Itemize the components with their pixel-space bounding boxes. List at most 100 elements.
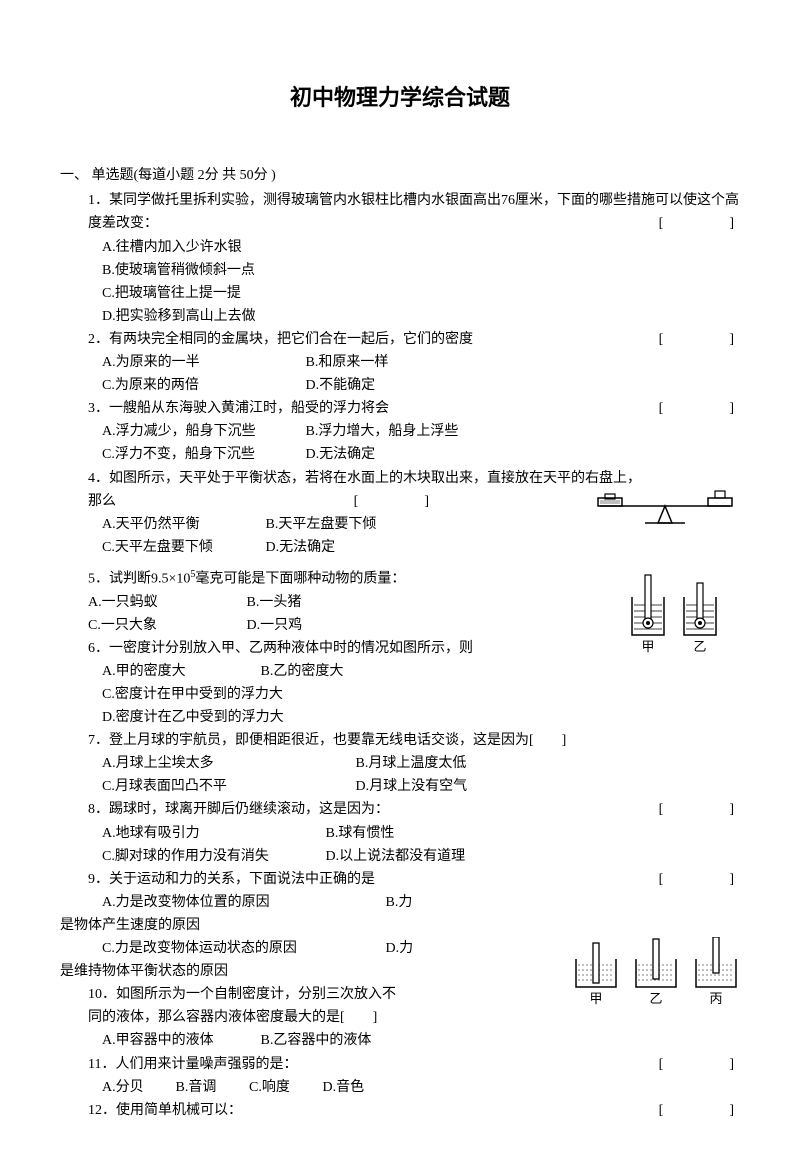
q10-content2: 同的液体，那么容器内液体密度最大的是[ ] — [88, 1010, 377, 1025]
q11-opt-a: A.分贝 — [102, 1076, 172, 1099]
answer-bracket: [ ] — [659, 212, 740, 235]
question-11: 11．人们用来计量噪声强弱的是： [ ] A.分贝 B.音调 C.响度 D.音色 — [60, 1053, 740, 1099]
q9-opt-a: A.力是改变物体位置的原因 — [102, 891, 382, 914]
q3-opt-d: D.无法确定 — [306, 443, 376, 466]
q1-number: 1． — [88, 193, 109, 208]
question-10: 10．如图所示为一个自制密度计，分别三次放入不 同的液体，那么容器内液体密度最大… — [60, 983, 740, 1052]
q4-opt-d: D.无法确定 — [266, 536, 336, 559]
question-4: 4．如图所示，天平处于平衡状态，若将在水面上的木块取出来，直接放在天平的右盘上，… — [60, 467, 740, 559]
q7-opt-b: B.月球上温度太低 — [356, 752, 467, 775]
q5-opt-b: B.一头猪 — [247, 591, 302, 614]
q2-content: 有两块完全相同的金属块，把它们合在一起后，它们的密度 — [109, 332, 473, 347]
page-title: 初中物理力学综合试题 — [60, 80, 740, 116]
q5-opt-d: D.一只鸡 — [247, 614, 303, 637]
q5-opt-c: C.一只大象 — [88, 614, 243, 637]
section-text: 单选题(每道小题 2分 共 50分 ) — [92, 168, 276, 183]
answer-bracket: [ ] — [659, 397, 740, 420]
q1-opt-d: D.把实验移到高山上去做 — [88, 305, 740, 328]
section-header: 一、 单选题(每道小题 2分 共 50分 ) — [60, 164, 740, 187]
q11-opt-b: B.音调 — [176, 1076, 246, 1099]
q1-opt-a: A.往槽内加入少许水银 — [88, 236, 740, 259]
q2-opt-d: D.不能确定 — [306, 374, 376, 397]
question-2: 2．有两块完全相同的金属块，把它们合在一起后，它们的密度 [ ] A.为原来的一… — [60, 328, 740, 397]
q8-number: 8． — [88, 802, 109, 817]
q5-opt-a: A.一只蚂蚁 — [88, 591, 243, 614]
q3-opt-a: A.浮力减少，船身下沉些 — [102, 420, 302, 443]
answer-bracket: [ ] — [659, 1053, 740, 1076]
q6-opt-b: B.乙的密度大 — [261, 660, 344, 683]
q11-opt-c: C.响度 — [249, 1076, 319, 1099]
q4-number: 4． — [88, 471, 109, 486]
q11-number: 11． — [88, 1057, 115, 1072]
q10-content1: 如图所示为一个自制密度计，分别三次放入不 — [116, 987, 396, 1002]
q4-content1: 如图所示，天平处于平衡状态，若将在水面上的木块取出来，直接放在天平的右盘上， — [109, 471, 641, 486]
question-6: 6．一密度计分别放入甲、乙两种液体中时的情况如图所示，则 A.甲的密度大 B.乙… — [60, 637, 740, 729]
q12-content: 使用简单机械可以： — [116, 1103, 242, 1118]
q1-content: 某同学做托里拆利实验，测得玻璃管内水银柱比槽内水银面高出76厘米，下面的哪些措施… — [88, 193, 739, 231]
q10-opt-b: B.乙容器中的液体 — [261, 1029, 372, 1052]
q1-opt-b: B.使玻璃管稍微倾斜一点 — [88, 259, 740, 282]
q3-text: 3．一艘船从东海驶入黄浦江时，船受的浮力将会 [ ] — [88, 397, 740, 420]
answer-bracket: [ ] — [659, 868, 740, 891]
q8-text: 8．踢球时，球离开脚后仍继续滚动，这是因为： [ ] — [88, 798, 740, 821]
q10-text1: 10．如图所示为一个自制密度计，分别三次放入不 — [88, 983, 740, 1006]
q6-content: 一密度计分别放入甲、乙两种液体中时的情况如图所示，则 — [109, 641, 473, 656]
q4-text-line1: 4．如图所示，天平处于平衡状态，若将在水面上的木块取出来，直接放在天平的右盘上， — [88, 467, 740, 490]
q9-content: 关于运动和力的关系，下面说法中正确的是 — [109, 872, 375, 887]
question-12: 12．使用简单机械可以： [ ] — [60, 1099, 740, 1122]
question-7: 7．登上月球的宇航员，即便相距很近，也要靠无线电话交谈，这是因为[ ] A.月球… — [60, 729, 740, 798]
q9-opt-c: C.力是改变物体运动状态的原因 — [102, 937, 382, 960]
q7-text: 7．登上月球的宇航员，即便相距很近，也要靠无线电话交谈，这是因为[ ] — [88, 729, 740, 752]
q8-opt-b: B.球有惯性 — [326, 822, 395, 845]
q7-opt-d: D.月球上没有空气 — [356, 775, 468, 798]
q3-opt-c: C.浮力不变，船身下沉些 — [102, 443, 302, 466]
answer-bracket: [ ] — [354, 490, 435, 513]
q4-opt-a: A.天平仍然平衡 — [102, 513, 262, 536]
q9-number: 9． — [88, 872, 109, 887]
q1-text: 1．某同学做托里拆利实验，测得玻璃管内水银柱比槽内水银面高出76厘米，下面的哪些… — [88, 189, 740, 235]
q9-opt-d: D.力 — [386, 937, 414, 960]
answer-bracket: [ ] — [659, 328, 740, 351]
q8-opt-a: A.地球有吸引力 — [102, 822, 322, 845]
q6-text: 6．一密度计分别放入甲、乙两种液体中时的情况如图所示，则 — [88, 637, 740, 660]
question-1: 1．某同学做托里拆利实验，测得玻璃管内水银柱比槽内水银面高出76厘米，下面的哪些… — [60, 189, 740, 328]
q11-text: 11．人们用来计量噪声强弱的是： [ ] — [88, 1053, 740, 1076]
q11-content: 人们用来计量噪声强弱的是： — [115, 1057, 297, 1072]
q3-content: 一艘船从东海驶入黄浦江时，船受的浮力将会 — [109, 401, 389, 416]
q6-opt-a: A.甲的密度大 — [102, 660, 257, 683]
q3-opt-b: B.浮力增大，船身上浮些 — [306, 420, 459, 443]
q8-opt-c: C.脚对球的作用力没有消失 — [102, 845, 322, 868]
q8-opt-d: D.以上说法都没有道理 — [326, 845, 466, 868]
q5-number: 5． — [88, 572, 109, 587]
question-3: 3．一艘船从东海驶入黄浦江时，船受的浮力将会 [ ] A.浮力减少，船身下沉些 … — [60, 397, 740, 466]
question-9: 9．关于运动和力的关系，下面说法中正确的是 [ ] A.力是改变物体位置的原因 … — [60, 868, 740, 914]
q2-number: 2． — [88, 332, 109, 347]
answer-bracket: [ ] — [659, 798, 740, 821]
q12-text: 12．使用简单机械可以： [ ] — [88, 1099, 740, 1122]
q10-text2: 同的液体，那么容器内液体密度最大的是[ ] — [88, 1006, 740, 1029]
q5-post: 毫克可能是下面哪种动物的质量： — [195, 572, 405, 587]
q4-text-line2: 那么 [ ] — [88, 490, 740, 513]
q7-content: 登上月球的宇航员，即便相距很近，也要靠无线电话交谈，这是因为[ ] — [109, 733, 566, 748]
answer-bracket: [ ] — [659, 1099, 740, 1122]
q4-content2: 那么 — [88, 494, 116, 509]
section-label: 一、 — [60, 168, 88, 183]
q1-opt-c: C.把玻璃管往上提一提 — [88, 282, 740, 305]
q7-opt-c: C.月球表面凹凸不平 — [102, 775, 352, 798]
q4-opt-c: C.天平左盘要下倾 — [102, 536, 262, 559]
question-5: 5．试判断9.5×105毫克可能是下面哪种动物的质量： A.一只蚂蚁 B.一头猪… — [60, 567, 740, 637]
q9-opt-b: B.力 — [386, 891, 413, 914]
q6-number: 6． — [88, 641, 109, 656]
q2-opt-a: A.为原来的一半 — [102, 351, 302, 374]
q4-opt-b: B.天平左盘要下倾 — [266, 513, 377, 536]
q3-number: 3． — [88, 401, 109, 416]
q2-text: 2．有两块完全相同的金属块，把它们合在一起后，它们的密度 [ ] — [88, 328, 740, 351]
q2-opt-b: B.和原来一样 — [306, 351, 389, 374]
q12-number: 12． — [88, 1103, 116, 1118]
q9-text: 9．关于运动和力的关系，下面说法中正确的是 [ ] — [88, 868, 740, 891]
q5-text: 5．试判断9.5×105毫克可能是下面哪种动物的质量： — [88, 567, 740, 591]
question-8: 8．踢球时，球离开脚后仍继续滚动，这是因为： [ ] A.地球有吸引力 B.球有… — [60, 798, 740, 867]
q10-number: 10． — [88, 987, 116, 1002]
q10-opt-a: A.甲容器中的液体 — [102, 1029, 257, 1052]
q6-opt-c: C.密度计在甲中受到的浮力大 — [88, 683, 740, 706]
